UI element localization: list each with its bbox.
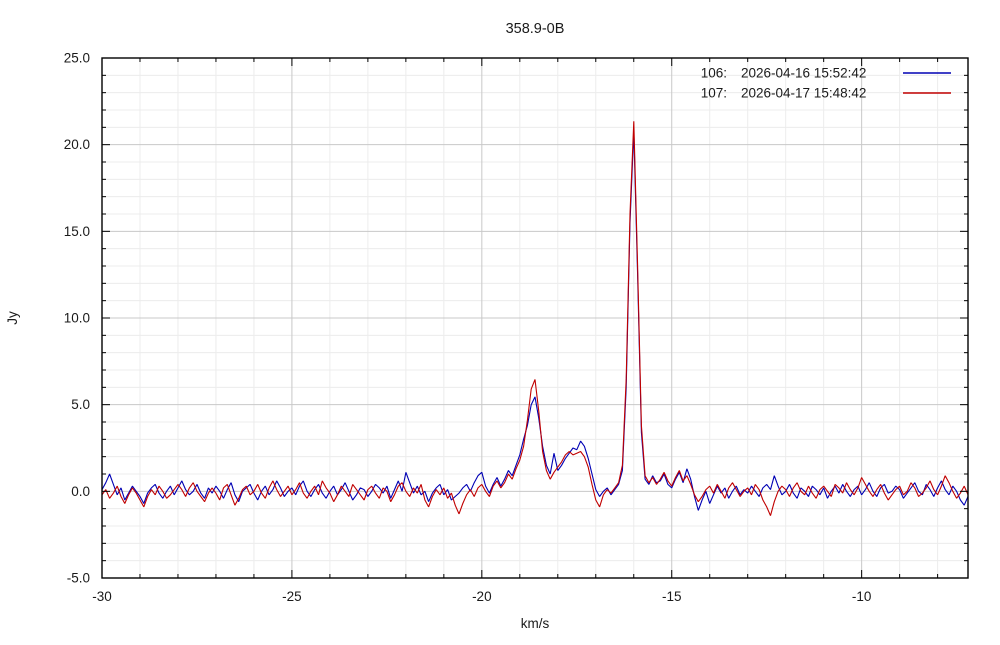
y-tick-labels: -5.0 0.0 5.0 10.0 15.0 20.0 25.0 (64, 51, 90, 586)
x-tick-label: -20 (472, 589, 492, 604)
spectrum-lines (101, 121, 969, 516)
legend-entry-timestamp: 2026-04-16 15:52:42 (741, 66, 866, 81)
y-tick-label: 15.0 (64, 224, 90, 239)
y-tick-label: 5.0 (71, 397, 90, 412)
y-tick-label: 25.0 (64, 51, 90, 66)
y-axis-label: Jy (5, 311, 20, 325)
x-tick-label: -25 (282, 589, 302, 604)
plot-border (101, 57, 969, 579)
x-tick-label: -30 (92, 589, 112, 604)
x-tick-label: -10 (852, 589, 872, 604)
legend-entry-id: 107: (701, 86, 727, 101)
x-tick-labels: -30 -25 -20 -15 -10 (92, 589, 871, 604)
y-tick-label: 0.0 (71, 484, 90, 499)
chart-title: 358.9-0B (506, 21, 565, 37)
y-tick-label: -5.0 (67, 571, 90, 586)
spectrum-line-0 (101, 130, 969, 511)
legend: 106: 2026-04-16 15:52:42 107: 2026-04-17 15… (701, 66, 951, 101)
legend-entry-timestamp: 2026-04-17 15:48:42 (741, 86, 866, 101)
y-tick-label: 20.0 (64, 137, 90, 152)
y-tick-label: 10.0 (64, 311, 90, 326)
x-axis-label: km/s (521, 616, 550, 631)
spectrum-line-1 (101, 121, 969, 516)
legend-entry-id: 106: (701, 66, 727, 81)
gridlines-major (102, 58, 968, 578)
x-tick-label: -15 (662, 589, 682, 604)
